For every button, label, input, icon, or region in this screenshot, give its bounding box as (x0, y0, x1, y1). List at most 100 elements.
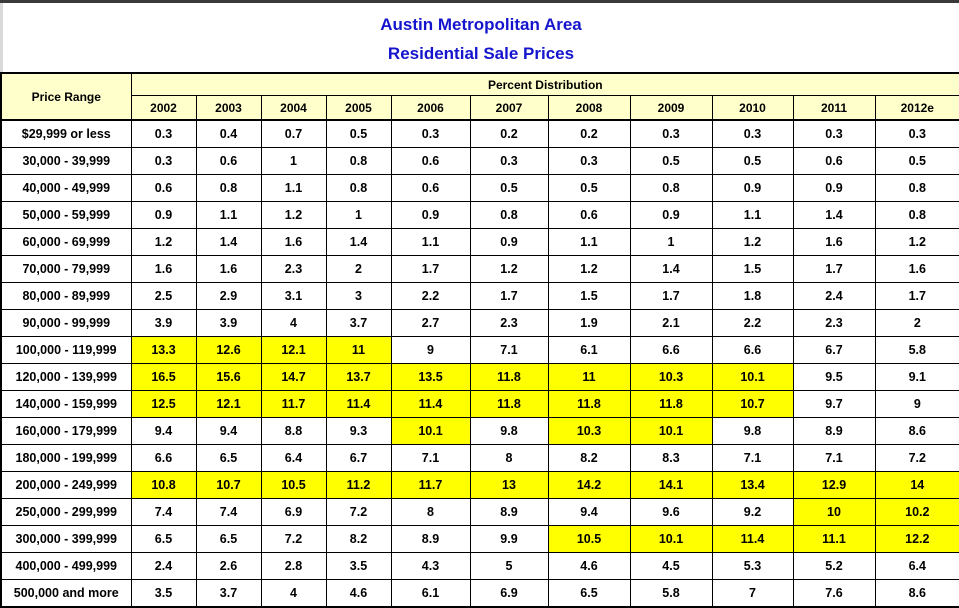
year-header-2007: 2007 (469, 95, 549, 121)
value-cell: 0.3 (629, 119, 713, 148)
price-distribution-table: Price Range Percent Distribution 2002 200… (0, 72, 959, 608)
value-cell: 9.5 (792, 363, 876, 391)
value-cell: 0.6 (390, 174, 471, 202)
value-cell: 0.9 (711, 174, 794, 202)
table-row: 400,000 - 499,999 2.4 2.6 2.8 3.5 4.3 5 4.6 4.5 5… (0, 552, 959, 580)
value-cell: 10.3 (629, 363, 713, 391)
value-cell: 10 (792, 498, 876, 526)
value-cell: 0.4 (195, 119, 262, 148)
value-cell: 0.9 (469, 228, 549, 256)
value-cell: 11 (325, 336, 392, 364)
value-cell: 9.2 (711, 498, 794, 526)
value-cell: 1.7 (792, 255, 876, 283)
table-row: 60,000 - 69,999 1.2 1.4 1.6 1.4 1.1 0.9 1.1 1 1.2… (0, 228, 959, 256)
value-cell: 0.3 (874, 119, 959, 148)
value-cell: 1.4 (792, 201, 876, 229)
value-cell: 2.5 (130, 282, 197, 310)
price-range-cell: 500,000 and more (0, 579, 132, 608)
value-cell: 9 (390, 336, 471, 364)
value-cell: 0.6 (792, 147, 876, 175)
value-cell: 9.9 (469, 525, 549, 553)
value-cell: 5.8 (874, 336, 959, 364)
table-row: $29,999 or less 0.3 0.4 0.7 0.5 0.3 0.2 0.2 0.3 0… (0, 119, 959, 148)
value-cell: 10.2 (874, 498, 959, 526)
value-cell: 13.4 (711, 471, 794, 499)
table-row: 500,000 and more 3.5 3.7 4 4.6 6.1 6.9 6.5 5.8 7 7… (0, 579, 959, 608)
value-cell: 5.3 (711, 552, 794, 580)
value-cell: 12.9 (792, 471, 876, 499)
page-subtitle: Residential Sale Prices (387, 44, 575, 63)
price-range-cell: 100,000 - 119,999 (0, 336, 132, 364)
value-cell: 4 (260, 579, 327, 608)
value-cell: 6.5 (195, 525, 262, 553)
window-top-edge (0, 0, 959, 3)
value-cell: 1.1 (195, 201, 262, 229)
value-cell: 8.2 (547, 444, 631, 472)
value-cell: 0.8 (629, 174, 713, 202)
corner-header-price-range: Price Range (0, 72, 132, 121)
table-header: Price Range Percent Distribution 2002 200… (0, 72, 959, 121)
value-cell: 6.4 (260, 444, 327, 472)
value-cell: 0.6 (390, 147, 471, 175)
value-cell: 0.6 (547, 201, 631, 229)
value-cell: 1.4 (325, 228, 392, 256)
value-cell: 0.5 (547, 174, 631, 202)
table-row: 160,000 - 179,999 9.4 9.4 8.8 9.3 10.1 9.8 10.3… (0, 417, 959, 445)
price-range-cell: 200,000 - 249,999 (0, 471, 132, 499)
value-cell: 1.6 (130, 255, 197, 283)
table-row: 70,000 - 79,999 1.6 1.6 2.3 2 1.7 1.2 1.2 1.4 1.5… (0, 255, 959, 283)
value-cell: 7.2 (260, 525, 327, 553)
value-cell: 2.8 (260, 552, 327, 580)
value-cell: 13.3 (130, 336, 197, 364)
value-cell: 7.1 (469, 336, 549, 364)
value-cell: 7.4 (130, 498, 197, 526)
value-cell: 1 (260, 147, 327, 175)
value-cell: 3.5 (325, 552, 392, 580)
value-cell: 9.1 (874, 363, 959, 391)
value-cell: 6.1 (547, 336, 631, 364)
value-cell: 11.8 (629, 390, 713, 418)
value-cell: 9.6 (629, 498, 713, 526)
value-cell: 1.4 (629, 255, 713, 283)
value-cell: 3.5 (130, 579, 197, 608)
price-range-cell: 40,000 - 49,999 (0, 174, 132, 202)
value-cell: 2.3 (260, 255, 327, 283)
value-cell: 1.2 (711, 228, 794, 256)
value-cell: 1.2 (469, 255, 549, 283)
value-cell: 2.2 (711, 309, 794, 337)
value-cell: 0.3 (390, 119, 471, 148)
group-header-percent-distribution: Percent Distribution (130, 72, 959, 96)
value-cell: 8.6 (874, 417, 959, 445)
year-header-2011: 2011 (792, 95, 876, 121)
value-cell: 6.7 (792, 336, 876, 364)
value-cell: 14 (874, 471, 959, 499)
value-cell: 8.6 (874, 579, 959, 608)
value-cell: 9 (874, 390, 959, 418)
table-row: 40,000 - 49,999 0.6 0.8 1.1 0.8 0.6 0.5 0.5 0.8 0… (0, 174, 959, 202)
value-cell: 3.7 (195, 579, 262, 608)
value-cell: 4.6 (547, 552, 631, 580)
value-cell: 0.8 (325, 174, 392, 202)
value-cell: 14.1 (629, 471, 713, 499)
table-row: 200,000 - 249,999 10.8 10.7 10.5 11.2 11.7 13 1… (0, 471, 959, 499)
value-cell: 2 (874, 309, 959, 337)
value-cell: 1.7 (874, 282, 959, 310)
value-cell: 6.1 (390, 579, 471, 608)
value-cell: 3.7 (325, 309, 392, 337)
value-cell: 7 (711, 579, 794, 608)
value-cell: 7.4 (195, 498, 262, 526)
price-range-cell: 120,000 - 139,999 (0, 363, 132, 391)
value-cell: 11.8 (469, 390, 549, 418)
value-cell: 13.7 (325, 363, 392, 391)
value-cell: 10.5 (547, 525, 631, 553)
value-cell: 10.3 (547, 417, 631, 445)
table-row: 120,000 - 139,999 16.5 15.6 14.7 13.7 13.5 11.… (0, 363, 959, 391)
value-cell: 6.6 (130, 444, 197, 472)
value-cell: 1.6 (792, 228, 876, 256)
year-header-2002: 2002 (130, 95, 197, 121)
value-cell: 9.4 (130, 417, 197, 445)
value-cell: 11.7 (390, 471, 471, 499)
table-row: 80,000 - 89,999 2.5 2.9 3.1 3 2.2 1.7 1.5 1.7 1.8… (0, 282, 959, 310)
price-range-cell: 300,000 - 399,999 (0, 525, 132, 553)
value-cell: 10.8 (130, 471, 197, 499)
